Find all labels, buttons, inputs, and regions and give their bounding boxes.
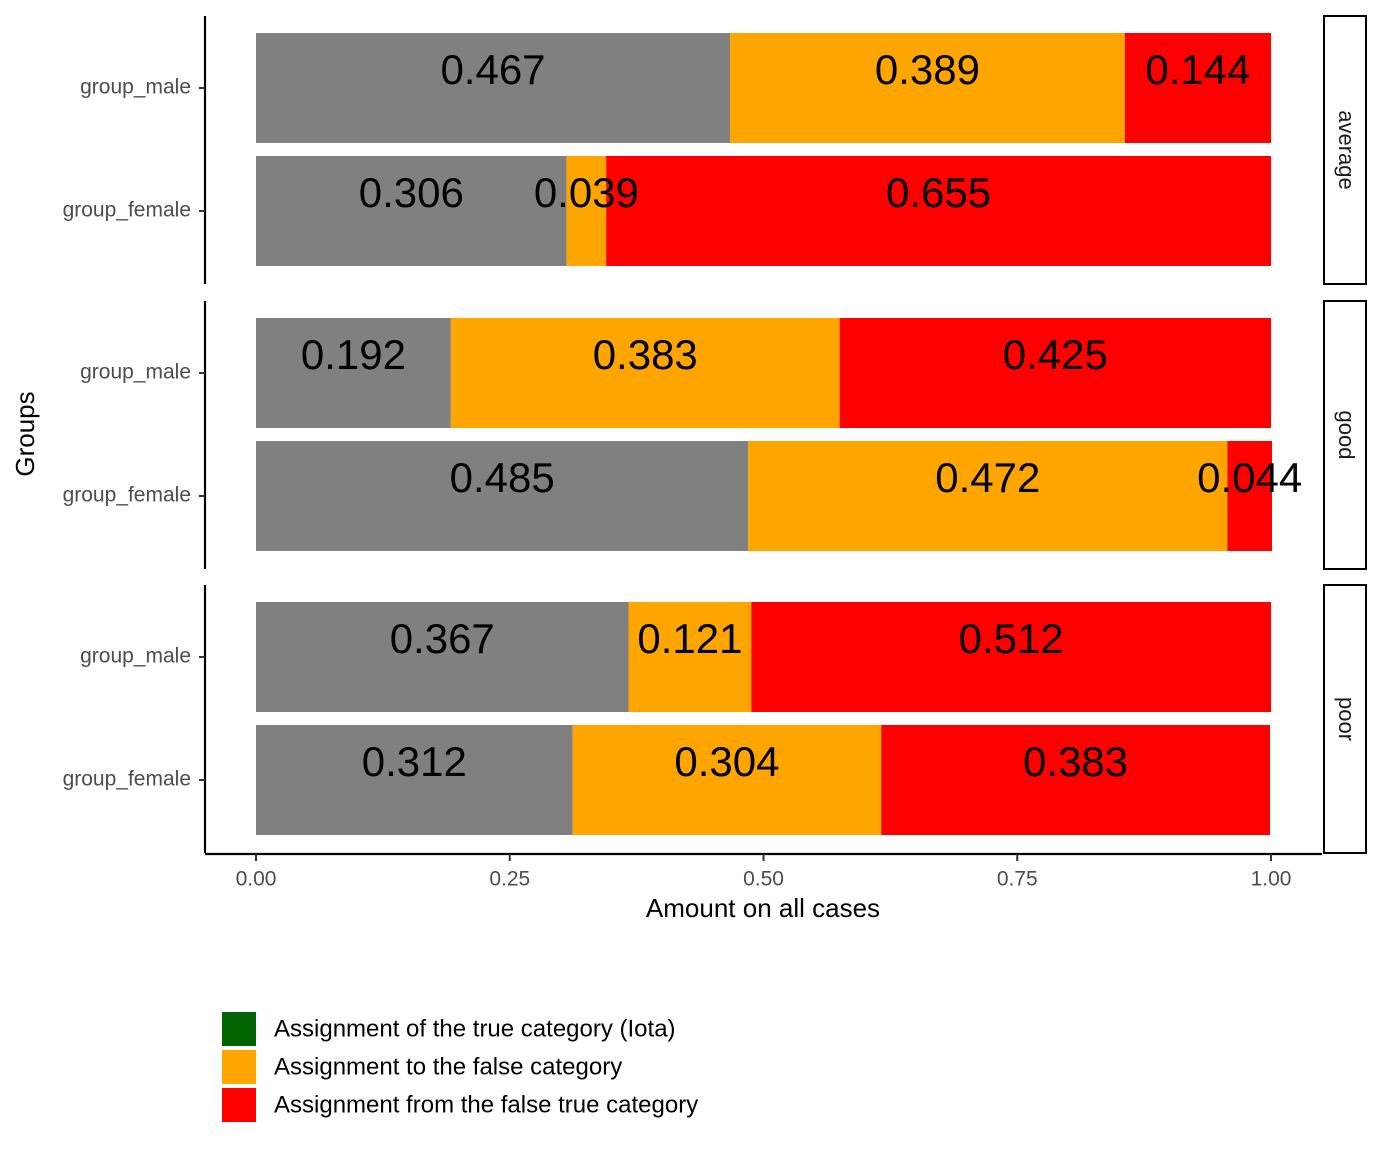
bar-value-label: 0.485	[450, 454, 555, 501]
bar-value-label: 0.192	[301, 331, 406, 378]
bar-segment-false-true-category	[1124, 33, 1271, 143]
bar-segment-true-category	[256, 441, 749, 551]
facet-strip	[1323, 300, 1367, 570]
bar-value-label: 0.512	[959, 615, 1064, 662]
panel-average: group_male 0.467 0.389 0.144 group_female 0.3…	[63, 15, 1367, 285]
x-tick-label: 0.75	[997, 868, 1038, 891]
x-tick-label: 0.00	[236, 868, 277, 891]
legend-key	[222, 1050, 256, 1084]
bar-value-label: 0.306	[359, 169, 464, 216]
x-axis: 0.00 0.25 0.50 0.75 1.00	[205, 852, 1322, 891]
panel-poor: group_male 0.367 0.121 0.512 group_female 0.3…	[63, 584, 1367, 854]
legend-key	[222, 1012, 256, 1046]
legend-label: Assignment from the false true category	[274, 1091, 698, 1118]
bar-value-label: 0.425	[1003, 331, 1108, 378]
y-tick-label: group_male	[80, 76, 191, 99]
bar-value-label: 0.367	[390, 615, 495, 662]
y-tick-label: group_female	[63, 484, 191, 507]
bar-value-label: 0.383	[593, 331, 698, 378]
legend-label: Assignment to the false category	[274, 1053, 622, 1080]
bar-value-label: 0.389	[875, 46, 980, 93]
bar-segment-true-category	[256, 33, 731, 143]
bar-segment-false-category	[566, 156, 607, 266]
legend-key	[222, 1088, 256, 1122]
facet-strip	[1323, 15, 1367, 285]
legend-label: Assignment of the true category (Iota)	[274, 1015, 676, 1042]
x-axis-title: Amount on all cases	[646, 893, 880, 923]
y-tick-label: group_female	[63, 768, 191, 791]
bar-segment-false-category	[628, 602, 752, 712]
x-tick-label: 1.00	[1251, 868, 1292, 891]
bar-value-label: 0.383	[1023, 738, 1128, 785]
bar-segment-true-category	[256, 602, 629, 712]
chart-panels: group_male 0.467 0.389 0.144 group_female 0.3…	[63, 15, 1367, 854]
facet-strip	[1323, 584, 1367, 854]
panel-good: group_male 0.192 0.383 0.425 group_female 0.4…	[63, 300, 1367, 570]
facet-strip-label: poor	[1334, 697, 1359, 741]
bar-segment-false-true-category	[839, 318, 1271, 428]
y-axis-title: Groups	[10, 391, 40, 476]
y-tick-label: group_female	[63, 199, 191, 222]
bar-value-label: 0.467	[440, 46, 545, 93]
x-tick-label: 0.50	[743, 868, 784, 891]
bar-value-label: 0.144	[1145, 46, 1250, 93]
bar-segment-false-true-category	[1227, 441, 1273, 551]
y-tick-label: group_male	[80, 361, 191, 384]
x-tick-label: 0.25	[489, 868, 530, 891]
bar-value-label: 0.655	[886, 169, 991, 216]
bar-value-label: 0.044	[1197, 454, 1302, 501]
bar-value-label: 0.039	[534, 169, 639, 216]
bar-value-label: 0.304	[674, 738, 779, 785]
bar-segment-true-category	[256, 318, 451, 428]
bar-segment-false-category	[730, 33, 1125, 143]
bar-segment-true-category	[256, 725, 573, 835]
bar-segment-false-category	[572, 725, 882, 835]
facet-strip-label: good	[1334, 411, 1359, 460]
bar-segment-false-true-category	[881, 725, 1270, 835]
bar-segment-true-category	[256, 156, 567, 266]
bar-segment-false-category	[450, 318, 840, 428]
bar-segment-false-true-category	[606, 156, 1271, 266]
y-tick-label: group_male	[80, 645, 191, 668]
legend: Assignment of the true category (Iota) As…	[222, 1012, 698, 1122]
bar-value-label: 0.121	[637, 615, 742, 662]
bar-value-label: 0.472	[935, 454, 1040, 501]
bar-segment-false-category	[748, 441, 1228, 551]
bar-value-label: 0.312	[362, 738, 467, 785]
bar-segment-false-true-category	[751, 602, 1271, 712]
facet-strip-label: average	[1334, 110, 1359, 190]
